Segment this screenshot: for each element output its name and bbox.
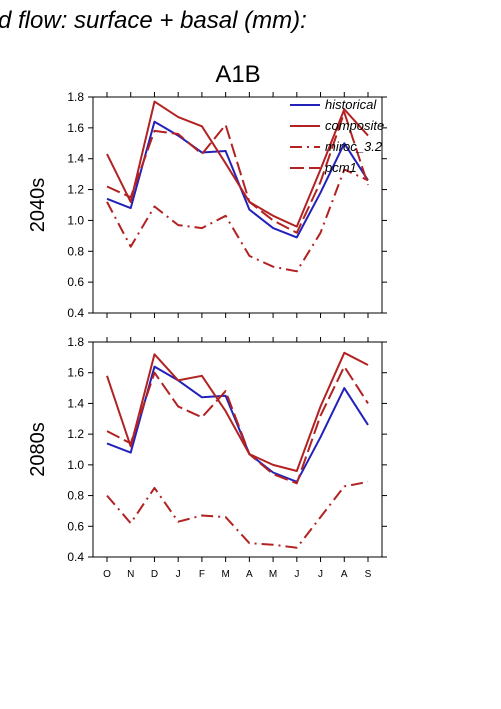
panel-2080s: 0.4 0.6 0.8 1.0 1.2 1.4 1.6 1.8 O N D J F M A M J J A S 2080… <box>27 335 387 580</box>
plot-frame <box>92 341 383 558</box>
row-label: 2040s <box>27 178 49 233</box>
x-tick-label: F <box>199 569 205 580</box>
x-tick-label: D <box>151 569 158 580</box>
series-line-miroc_3.2 <box>106 168 369 273</box>
y-tick-label: 0.8 <box>67 489 84 503</box>
y-tick-label: 1.4 <box>67 152 84 166</box>
series-line-pcm1 <box>106 111 369 234</box>
series-line-composite <box>106 100 369 228</box>
y-tick-label: 1.6 <box>67 366 84 380</box>
x-tick-label: S <box>365 569 372 580</box>
x-tick-label: O <box>103 569 111 580</box>
y-tick-label: 1.6 <box>67 121 84 135</box>
series-line-composite <box>106 351 369 472</box>
y-tick-label: 0.8 <box>67 244 84 258</box>
scenario-title: A1B <box>215 61 260 88</box>
series-line-pcm1 <box>106 365 369 485</box>
x-tick-label: M <box>221 569 229 580</box>
y-tick-label: 1.0 <box>67 213 84 227</box>
series-line-historical <box>106 120 369 239</box>
x-tick-label: N <box>127 569 134 580</box>
x-tick-label: A <box>341 569 348 580</box>
y-tick-label: 1.0 <box>67 458 84 472</box>
row-label: 2080s <box>27 422 49 477</box>
legend-label-composite: composite <box>325 118 384 133</box>
panels: 0.4 0.6 0.8 1.0 1.2 1.4 1.6 1.8 2040s historical c… <box>27 90 387 580</box>
y-tick-label: 0.6 <box>67 275 84 289</box>
series-line-miroc_3.2 <box>106 480 369 549</box>
legend-label-pcm1: pcm1 <box>324 160 357 175</box>
legend-label-historical: historical <box>325 97 377 112</box>
x-tick-label: J <box>176 569 181 580</box>
x-tick-label: A <box>246 569 253 580</box>
x-tick-label: J <box>294 569 299 580</box>
y-tick-label: 1.2 <box>67 183 84 197</box>
y-tick-label: 1.8 <box>67 335 84 349</box>
y-tick-label: 1.2 <box>67 427 84 441</box>
y-tick-label: 0.4 <box>67 550 84 564</box>
x-tick-label: J <box>318 569 323 580</box>
x-tick-label: M <box>269 569 277 580</box>
y-tick-label: 1.4 <box>67 396 84 410</box>
y-tick-label: 0.4 <box>67 306 84 320</box>
panel-2040s: 0.4 0.6 0.8 1.0 1.2 1.4 1.6 1.8 2040s historical c… <box>27 90 387 320</box>
legend-label-miroc_3.2: miroc_3.2 <box>325 139 383 154</box>
figure-title: d flow: surface + basal (mm): <box>0 7 307 34</box>
plot-frame <box>92 96 383 314</box>
y-tick-label: 0.6 <box>67 519 84 533</box>
y-tick-label: 1.8 <box>67 90 84 104</box>
legend: historical composite miroc_3.2 pcm1 <box>290 97 384 175</box>
